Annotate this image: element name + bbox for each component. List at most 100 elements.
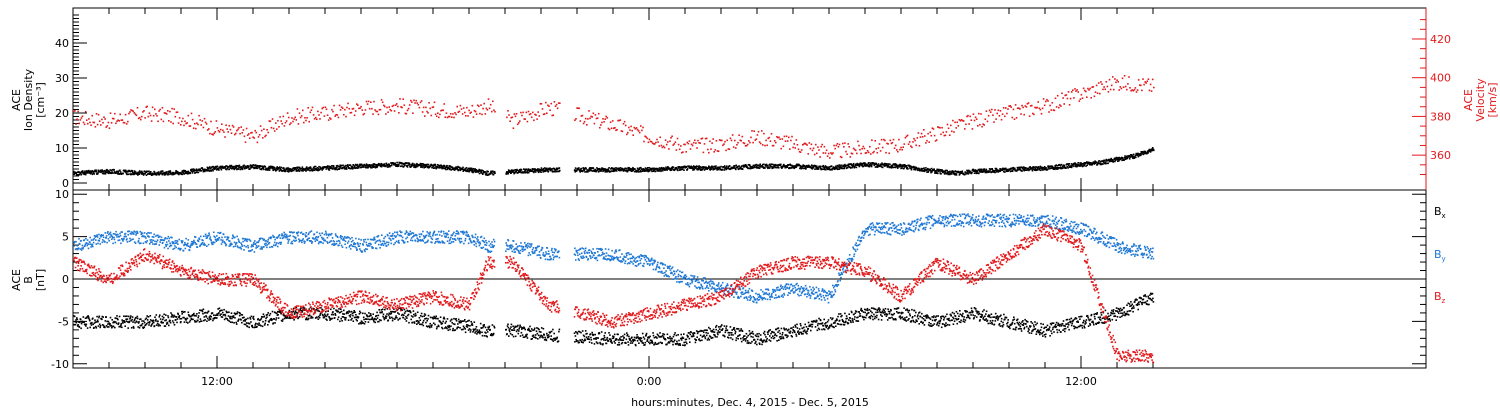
density-series-point (1044, 168, 1047, 170)
density-series-point (325, 168, 327, 170)
velocity-series-point (574, 119, 576, 121)
density-series-point (159, 172, 162, 175)
density-series-point (634, 168, 636, 170)
velocity-series-point (184, 120, 186, 123)
density-series-point (654, 170, 656, 173)
velocity-series-point (554, 105, 557, 107)
Bx-series-point (390, 310, 392, 313)
density-series-point (411, 165, 413, 167)
density-series-point (131, 170, 134, 172)
Bx-series-point (286, 316, 288, 319)
Bx-series-point (330, 313, 333, 316)
density-series-point (548, 168, 551, 170)
velocity-series-point (1024, 105, 1027, 107)
velocity-series-point (427, 112, 429, 114)
density-series-point (191, 170, 193, 173)
density-series-point (1149, 151, 1152, 153)
velocity-series-point (163, 112, 166, 114)
density-series-point (169, 170, 172, 172)
density-series-point (866, 165, 869, 167)
density-series-point (1037, 166, 1040, 168)
density-series-point (693, 168, 696, 171)
density-series-point (594, 168, 596, 171)
density-series-point (158, 174, 160, 176)
velocity-series-point (1083, 89, 1086, 92)
density-series-point (999, 170, 1002, 172)
density-series-point (890, 167, 893, 169)
density-series-point (607, 168, 610, 171)
velocity-series-point (108, 127, 111, 129)
density-series-point (529, 168, 532, 171)
density-series-point (1142, 151, 1145, 154)
velocity-series-point (966, 115, 968, 118)
Bx-series-point (90, 324, 93, 326)
density-series-point (520, 169, 523, 171)
density-series-point (110, 169, 113, 172)
Bx-series-point (294, 312, 296, 314)
velocity-series-point (849, 156, 852, 158)
velocity-series-point (681, 151, 683, 154)
Bx-series-point (225, 311, 228, 314)
velocity-series-point (78, 122, 80, 125)
velocity-series-point (165, 113, 168, 115)
velocity-series-point (930, 134, 933, 137)
density-series-point (553, 167, 556, 170)
Bx-series-point (251, 324, 253, 327)
velocity-series-point (510, 116, 512, 119)
density-series-point (898, 166, 901, 168)
Bx-series-point (273, 318, 275, 320)
density-series-point (258, 166, 261, 168)
density-series-point (951, 170, 954, 172)
density-series-point (144, 173, 146, 175)
density-series-point (226, 165, 228, 168)
density-series-point (900, 167, 902, 170)
density-series-point (280, 166, 283, 169)
top-right-tick-label: 420 (1430, 33, 1451, 46)
velocity-series-point (550, 102, 552, 105)
Bx-series-point (186, 317, 189, 320)
Bx-series-point (414, 312, 417, 315)
density-series-point (600, 168, 603, 170)
Bx-series-point (173, 324, 176, 326)
Bx-series-point (74, 323, 77, 326)
velocity-series-point (967, 114, 969, 117)
density-series-point (525, 168, 528, 171)
Bx-series-point (189, 319, 192, 322)
velocity-series-point (1029, 105, 1032, 107)
Bx-series-point (89, 319, 91, 322)
density-series-point (445, 168, 447, 171)
Bx-series-point (353, 316, 356, 319)
velocity-series-point (178, 117, 181, 119)
velocity-series-point (812, 147, 815, 150)
density-series-point (145, 171, 147, 173)
density-series-point (680, 169, 682, 171)
Bx-series-point (133, 318, 136, 321)
density-series-point (414, 164, 416, 167)
velocity-series-point (1027, 102, 1030, 104)
density-series-point (877, 163, 880, 165)
density-series-point (517, 171, 520, 174)
density-series-point (984, 171, 987, 174)
Bx-series-point (418, 317, 421, 319)
velocity-series-point (521, 114, 523, 117)
density-series-point (79, 172, 82, 174)
density-series-point (646, 170, 649, 172)
velocity-series-point (183, 124, 185, 127)
Bx-series-point (216, 317, 218, 319)
density-series-point (435, 167, 438, 170)
density-series-point (637, 171, 640, 173)
Bx-series-point (262, 313, 265, 315)
density-series-point (433, 164, 436, 167)
density-series-point (422, 165, 425, 167)
velocity-series-point (680, 145, 682, 147)
velocity-series-point (942, 131, 944, 134)
velocity-series-point (854, 149, 857, 152)
Bx-series-point (334, 313, 336, 315)
Bx-series-point (95, 321, 98, 323)
density-series-point (461, 168, 464, 170)
density-series-point (443, 165, 446, 168)
density-series-point (262, 167, 264, 169)
Bx-series-point (84, 323, 86, 326)
velocity-series-point (768, 136, 771, 139)
velocity-series-point (617, 119, 619, 122)
